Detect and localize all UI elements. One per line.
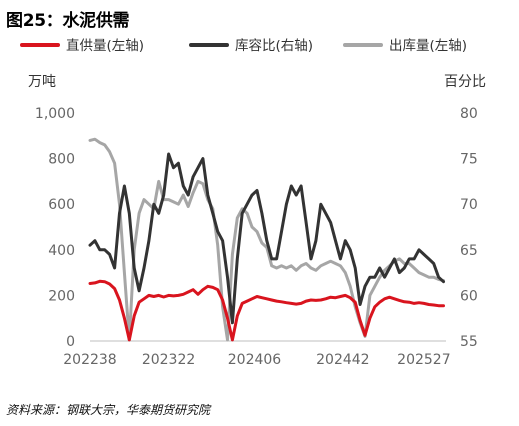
series-line-0: [88, 279, 445, 342]
legend-label: 库容比(右轴): [235, 37, 313, 54]
x-tick-label: 202406: [228, 352, 282, 368]
x-axis: 202238 202322 202406 202442 202527: [63, 340, 451, 368]
chart-title: 图25：水泥供需: [6, 6, 130, 31]
series-line-2: [88, 137, 445, 342]
right-tick-label: 55: [460, 334, 478, 350]
left-tick-label: 200: [48, 288, 75, 304]
right-tick-label: 65: [460, 243, 478, 259]
left-tick-label: 400: [48, 243, 75, 259]
left-tick-label: 600: [48, 197, 75, 213]
legend-label: 出库量(左轴): [389, 38, 467, 54]
x-tick-label: 202322: [142, 352, 195, 368]
right-tick-label: 60: [460, 288, 478, 304]
right-tick-label: 80: [460, 106, 478, 122]
left-axis-unit: 万吨: [28, 74, 56, 90]
chart-title-text: 图25：水泥供需: [6, 11, 130, 31]
series-line-1: [88, 152, 445, 325]
x-tick-label: 202238: [63, 352, 116, 368]
source-note: 资料来源：钢联大宗，华泰期货研究院: [6, 403, 211, 417]
right-tick-label: 70: [460, 197, 478, 213]
x-tick-label: 202527: [397, 352, 450, 368]
series-layer: [88, 137, 445, 342]
left-tick-label: 800: [48, 152, 75, 168]
right-axis-unit: 百分比: [444, 74, 486, 90]
legend-label: 直供量(左轴): [66, 38, 144, 54]
right-tick-label: 75: [460, 152, 478, 168]
chart-legend: 直供量(左轴) 库容比(右轴) 出库量(左轴): [20, 37, 467, 54]
x-tick-label: 202442: [316, 352, 369, 368]
left-y-axis: 0 200 400 600 800 1,000: [35, 106, 75, 350]
left-tick-label: 0: [66, 334, 75, 350]
right-y-axis: 55 60 65 70 75 80: [460, 106, 478, 350]
left-tick-label: 1,000: [35, 106, 75, 122]
